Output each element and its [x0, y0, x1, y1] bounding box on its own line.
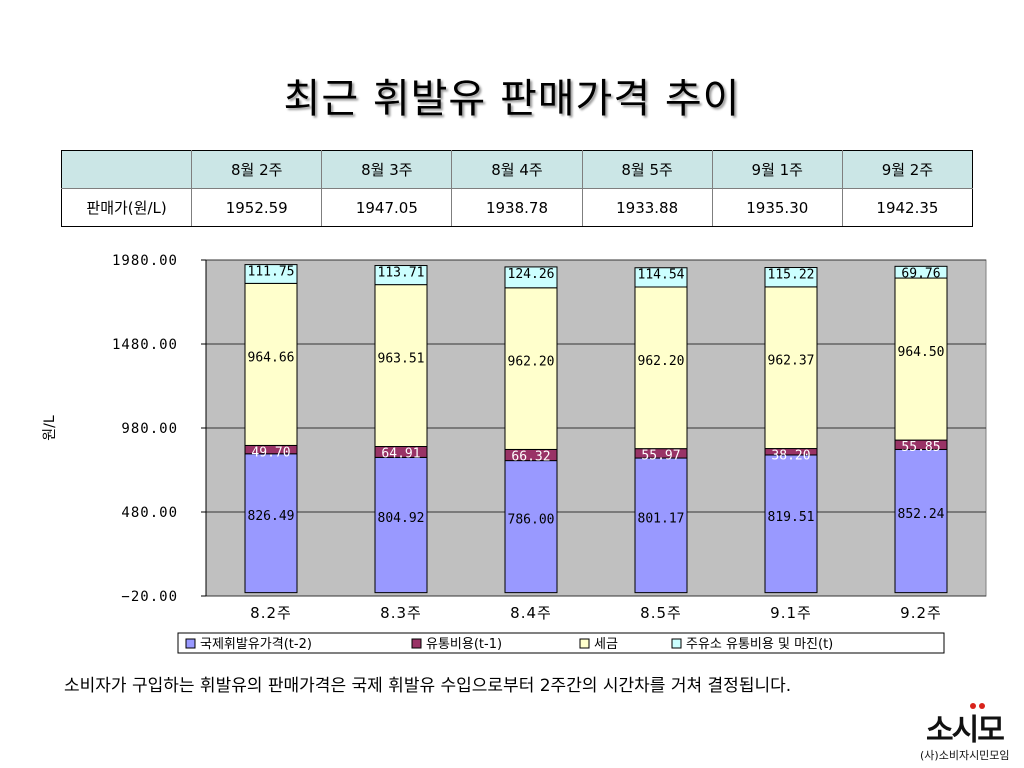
table-cell: 1933.88: [581, 188, 713, 227]
bar-segment: [504, 266, 558, 289]
table-cell: 1935.30: [711, 188, 843, 227]
data-label: 963.51: [378, 352, 425, 367]
price-table: 8월 2주 8월 3주 8월 4주 8월 5주 9월 1주 9월 2주 판매가(…: [60, 150, 974, 227]
bar-segment: [764, 454, 818, 594]
table-cell: 1947.05: [321, 188, 453, 227]
data-label: 64.91: [381, 447, 420, 462]
legend-swatch: [411, 638, 422, 649]
data-label: 69.76: [901, 266, 940, 281]
y-tick-label: 1480.00: [112, 337, 178, 353]
data-label: 962.20: [638, 354, 685, 369]
x-tick-label: 8.4주: [510, 604, 552, 622]
data-label: 826.49: [248, 509, 295, 524]
table-header-cell: 8월 5주: [581, 150, 713, 189]
bar-segment: [374, 265, 428, 286]
data-label: 964.50: [898, 345, 945, 360]
legend: [177, 632, 945, 654]
data-label: 115.22: [768, 268, 815, 283]
logo-dot: [979, 703, 985, 709]
y-tick-label: 980.00: [121, 421, 178, 437]
logo: 소시모 (사)소비자시민모임: [918, 703, 1018, 765]
x-tick-label: 9.1주: [770, 604, 812, 622]
y-tick-label: 480.00: [121, 505, 178, 521]
bar-segment: [634, 286, 688, 450]
data-label: 66.32: [511, 449, 550, 464]
table-header-cell: 8월 4주: [451, 150, 583, 189]
data-label: 786.00: [508, 513, 555, 528]
data-label: 819.51: [768, 510, 815, 525]
x-tick-label: 9.2주: [900, 604, 942, 622]
legend-label: 국제휘발유가격(t-2): [200, 637, 312, 652]
data-label: 964.66: [248, 350, 295, 365]
table-row: 판매가(원/L) 1952.59 1947.05 1938.78 1933.88…: [60, 188, 974, 227]
data-label: 114.54: [638, 268, 685, 283]
x-tick-label: 8.3주: [380, 604, 422, 622]
bar-segment: [244, 282, 298, 446]
table-header-cell: [60, 150, 193, 189]
bar-segment: [244, 264, 298, 284]
page-title: 최근 휘발유 판매가격 추이: [283, 76, 741, 122]
logo-subtitle: (사)소비자시민모임: [920, 749, 1010, 762]
data-label: 962.37: [768, 354, 815, 369]
data-label: 55.97: [641, 449, 680, 464]
legend-swatch: [185, 638, 196, 649]
bar-segment: [894, 265, 948, 279]
x-tick-label: 8.2주: [250, 604, 292, 622]
table-header-cell: 9월 1주: [711, 150, 843, 189]
bar-segment: [374, 284, 428, 448]
legend-label: 유통비용(t-1): [426, 637, 502, 652]
bar-segment: [764, 286, 818, 450]
legend-swatch: [579, 638, 590, 649]
data-label: 49.70: [251, 445, 290, 460]
bar-segment: [504, 287, 558, 450]
bar-segment: [504, 460, 558, 594]
logo-mark: 소시모: [926, 713, 1005, 748]
data-label: 55.85: [901, 440, 940, 455]
data-label: 962.20: [508, 355, 555, 370]
table-cell: 1952.59: [191, 188, 323, 227]
y-axis-label: 원/L: [42, 415, 58, 441]
table-header-cell: 9월 2주: [841, 150, 974, 189]
legend-label: 주유소 유통비용 및 마진(t): [686, 637, 833, 652]
data-label: 852.24: [898, 507, 945, 522]
data-label: 801.17: [638, 511, 685, 526]
table-cell: 1942.35: [841, 188, 974, 227]
footer-note: 소비자가 구입하는 휘발유의 판매가격은 국제 휘발유 수입으로부터 2주간의 …: [64, 676, 792, 696]
table-header-row: 8월 2주 8월 3주 8월 4주 8월 5주 9월 1주 9월 2주: [60, 150, 974, 189]
data-label: 113.71: [378, 266, 425, 281]
bar-segment: [244, 453, 298, 594]
bar-segment: [634, 267, 688, 288]
data-label: 111.75: [248, 265, 295, 280]
data-label: 804.92: [378, 511, 425, 526]
bar-segment: [764, 267, 818, 288]
table-row-label: 판매가(원/L): [60, 188, 193, 227]
data-label: 38.20: [771, 449, 810, 464]
y-tick-label: −20.00: [121, 589, 178, 605]
data-label: 124.26: [508, 267, 555, 282]
y-tick-label: 1980.00: [112, 253, 178, 269]
x-tick-label: 8.5주: [640, 604, 682, 622]
bar-segment: [894, 277, 948, 441]
legend-label: 세금: [594, 637, 618, 652]
bar-segment: [374, 456, 428, 594]
legend-swatch: [671, 638, 682, 649]
logo-dot: [970, 703, 976, 709]
